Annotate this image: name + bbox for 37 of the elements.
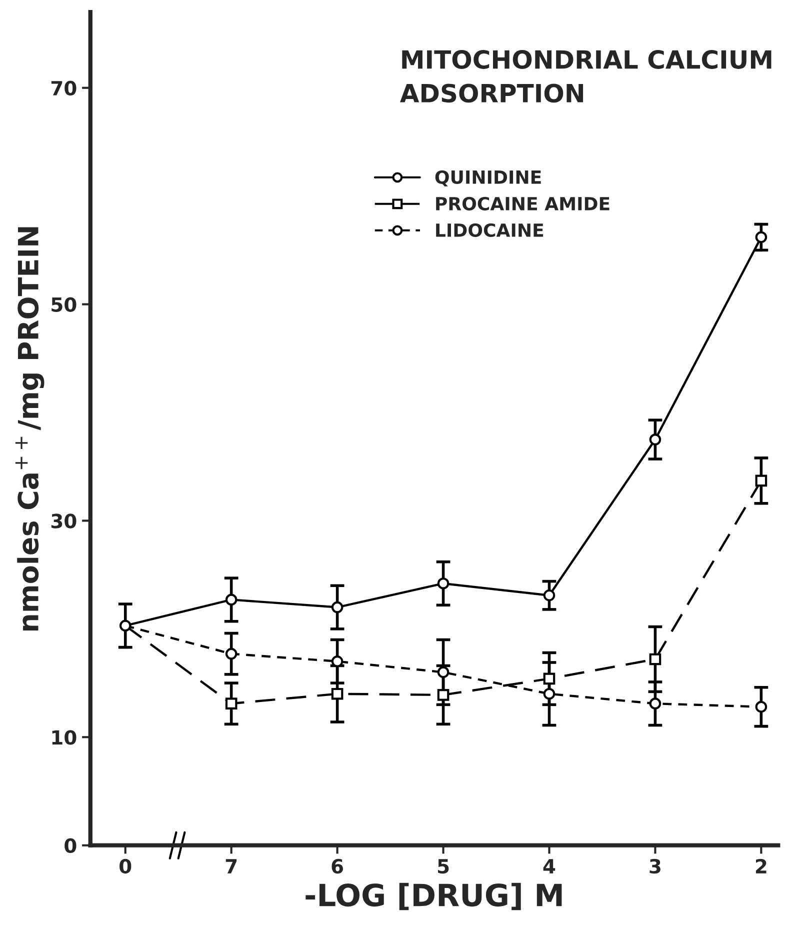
point	[331, 655, 344, 668]
point	[649, 434, 662, 446]
y-tick-label: 0	[64, 838, 76, 854]
x-tick-label: 2	[756, 858, 766, 874]
x-tick-label: 5	[438, 859, 449, 874]
point	[755, 700, 768, 713]
y-tick-label: 70	[51, 80, 76, 96]
x-tick-label: 6	[332, 858, 344, 874]
point	[331, 688, 344, 700]
x-tick-label: 0	[120, 858, 132, 874]
y-axis-title: nmoles Ca$^{++}$/mg PROTEIN	[15, 227, 44, 631]
point	[331, 601, 344, 614]
point	[437, 666, 450, 678]
point	[649, 698, 662, 710]
point	[543, 688, 556, 700]
point	[225, 648, 238, 660]
point	[437, 689, 450, 701]
point	[543, 589, 556, 602]
text: MITOCHONDRIAL CALCIUM ADSORPTION	[400, 50, 772, 103]
legend-label: QUINIDINE	[435, 170, 541, 186]
point	[225, 698, 238, 710]
y-tick-label: 50	[52, 297, 76, 312]
legend-label: LIDOCAINE	[436, 223, 544, 237]
y-tick-label: 30	[51, 514, 76, 528]
x-tick-label: 3	[650, 858, 660, 874]
point	[543, 672, 556, 685]
x-axis-title: -LOG [DRUG] M	[306, 882, 562, 910]
point	[649, 653, 662, 666]
point	[225, 594, 238, 606]
y-tick-label: 10	[52, 730, 76, 745]
legend-label: PROCAINE AMIDE	[436, 196, 610, 210]
x-tick-label: 7	[226, 859, 237, 874]
point	[755, 231, 768, 244]
point	[755, 474, 768, 487]
x-tick-label: 4	[543, 859, 556, 874]
point	[119, 620, 132, 632]
point	[437, 578, 450, 590]
